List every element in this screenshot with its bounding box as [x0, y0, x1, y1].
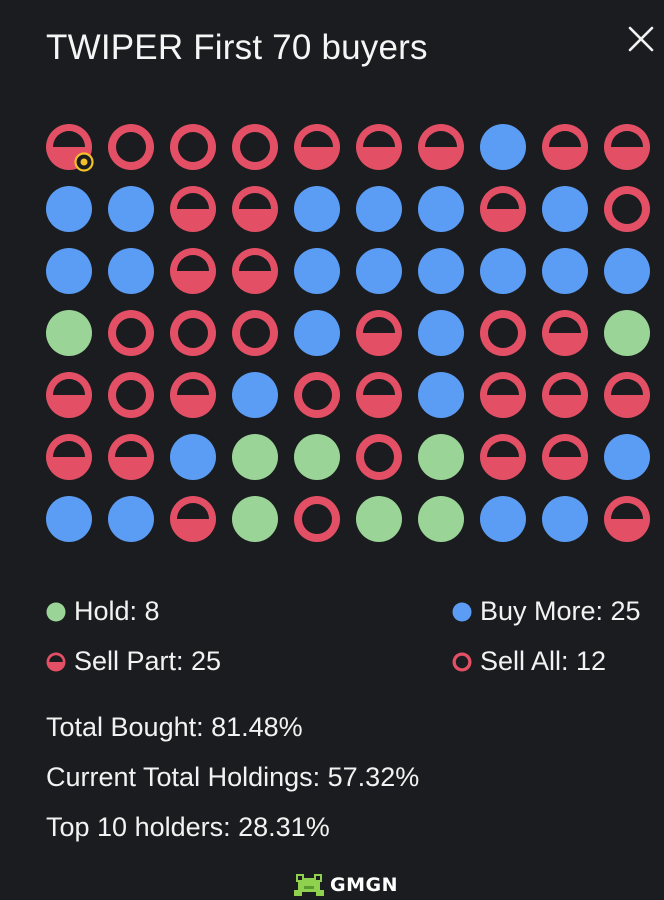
- buy-more-dot-icon: [452, 602, 472, 621]
- buyer-buy-more[interactable]: [418, 310, 464, 356]
- legend-sell-part: Sell Part: 25: [46, 646, 221, 677]
- buyer-buy-more[interactable]: [170, 434, 216, 480]
- buyer-sell-part[interactable]: [542, 310, 588, 356]
- buyer-buy-more[interactable]: [604, 248, 650, 294]
- buyer-sell-all[interactable]: [356, 434, 402, 480]
- sell-all-dot-icon: [452, 652, 472, 671]
- buyer-sell-all[interactable]: [170, 124, 216, 170]
- buyer-sell-all[interactable]: [480, 310, 526, 356]
- legend-buy-more-label: Buy More: 25: [480, 596, 641, 626]
- buyer-sell-part[interactable]: [170, 372, 216, 418]
- gmgn-brand: GMGN: [292, 872, 398, 898]
- buyer-buy-more[interactable]: [356, 186, 402, 232]
- buyer-sell-all[interactable]: [108, 124, 154, 170]
- buyer-buy-more[interactable]: [356, 248, 402, 294]
- buyer-sell-part[interactable]: [542, 124, 588, 170]
- buyer-buy-more[interactable]: [418, 186, 464, 232]
- buyer-hold[interactable]: [232, 434, 278, 480]
- buyer-sell-part[interactable]: [356, 124, 402, 170]
- buyer-hold[interactable]: [46, 310, 92, 356]
- legend-buy-more: Buy More: 25: [452, 596, 641, 627]
- buyer-sell-part[interactable]: [604, 372, 650, 418]
- buyer-sell-all[interactable]: [232, 310, 278, 356]
- buyer-buy-more[interactable]: [294, 248, 340, 294]
- buyer-hold[interactable]: [418, 496, 464, 542]
- buyer-sell-all[interactable]: [294, 372, 340, 418]
- buyer-buy-more[interactable]: [46, 248, 92, 294]
- buyer-sell-part[interactable]: [294, 124, 340, 170]
- buyer-buy-more[interactable]: [542, 186, 588, 232]
- buyer-buy-more[interactable]: [418, 372, 464, 418]
- buyer-sell-all[interactable]: [108, 310, 154, 356]
- buyer-sell-part[interactable]: [170, 248, 216, 294]
- legend-hold: Hold: 8: [46, 596, 160, 627]
- legend-sell-all: Sell All: 12: [452, 646, 606, 677]
- total-bought: Total Bought: 81.48%: [46, 712, 303, 742]
- legend-sell-part-label: Sell Part: 25: [74, 646, 222, 676]
- buyer-sell-part[interactable]: [108, 434, 154, 480]
- frog-logo-icon: [294, 874, 324, 896]
- buyer-sell-part[interactable]: [232, 186, 278, 232]
- buyer-sell-part[interactable]: [480, 372, 526, 418]
- buyer-buy-more[interactable]: [604, 434, 650, 480]
- buyer-buy-more[interactable]: [46, 496, 92, 542]
- buyer-sell-part[interactable]: [604, 496, 650, 542]
- buyer-sell-all[interactable]: [604, 186, 650, 232]
- buyer-buy-more[interactable]: [480, 248, 526, 294]
- buyer-buy-more[interactable]: [480, 124, 526, 170]
- buyer-sell-part[interactable]: [542, 372, 588, 418]
- buyer-sell-part[interactable]: [542, 434, 588, 480]
- brand-name: GMGN: [330, 874, 398, 896]
- buyer-sell-part[interactable]: [46, 434, 92, 480]
- top10-holders: Top 10 holders: 28.31%: [46, 812, 330, 842]
- buyers-grid: [46, 124, 650, 542]
- buyer-sell-part[interactable]: [170, 496, 216, 542]
- popup-title: TWIPER First 70 buyers: [46, 28, 428, 67]
- legend-hold-label: Hold: 8: [74, 596, 160, 626]
- buyer-hold[interactable]: [604, 310, 650, 356]
- buyer-sell-part[interactable]: [480, 186, 526, 232]
- buyer-sell-part[interactable]: [356, 310, 402, 356]
- buyer-buy-more[interactable]: [108, 186, 154, 232]
- buyer-sell-part[interactable]: [418, 124, 464, 170]
- buyer-sell-part[interactable]: [480, 434, 526, 480]
- buyer-hold[interactable]: [418, 434, 464, 480]
- buyer-sell-part[interactable]: [232, 248, 278, 294]
- buyer-sell-all[interactable]: [294, 496, 340, 542]
- current-total-holdings: Current Total Holdings: 57.32%: [46, 762, 420, 792]
- buyer-sell-part[interactable]: [46, 372, 92, 418]
- buyer-sell-all[interactable]: [108, 372, 154, 418]
- target-marker-icon: [74, 152, 94, 172]
- buyer-buy-more[interactable]: [232, 372, 278, 418]
- sell-part-dot-icon: [46, 652, 66, 671]
- buyer-buy-more[interactable]: [480, 496, 526, 542]
- buyer-buy-more[interactable]: [108, 496, 154, 542]
- buyer-hold[interactable]: [356, 496, 402, 542]
- buyer-sell-all[interactable]: [170, 310, 216, 356]
- close-icon[interactable]: [624, 22, 658, 56]
- buyer-buy-more[interactable]: [542, 248, 588, 294]
- buyer-sell-part[interactable]: [170, 186, 216, 232]
- hold-dot-icon: [46, 602, 66, 621]
- buyer-buy-more[interactable]: [418, 248, 464, 294]
- buyer-buy-more[interactable]: [294, 310, 340, 356]
- buyer-hold[interactable]: [232, 496, 278, 542]
- legend-sell-all-label: Sell All: 12: [480, 646, 607, 676]
- buyer-hold[interactable]: [294, 434, 340, 480]
- buyer-buy-more[interactable]: [46, 186, 92, 232]
- buyer-sell-part[interactable]: [604, 124, 650, 170]
- buyer-sell-all[interactable]: [232, 124, 278, 170]
- buyer-buy-more[interactable]: [108, 248, 154, 294]
- buyer-buy-more[interactable]: [542, 496, 588, 542]
- buyer-sell-part[interactable]: [46, 124, 94, 172]
- buyer-sell-part[interactable]: [356, 372, 402, 418]
- buyer-buy-more[interactable]: [294, 186, 340, 232]
